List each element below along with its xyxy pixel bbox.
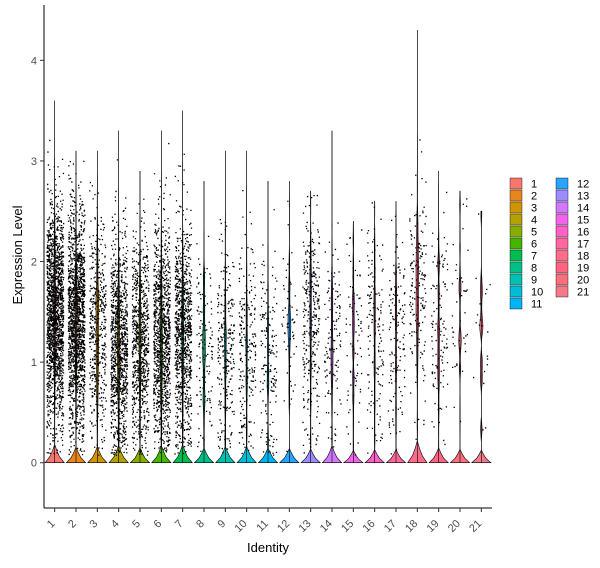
- x-tick-label: 11: [254, 518, 271, 535]
- x-tick-label: 21: [467, 518, 484, 535]
- x-tick-label: 3: [88, 518, 101, 531]
- jitter-points-14: [324, 222, 342, 448]
- x-tick-label: 14: [318, 518, 335, 535]
- legend-label-5: 5: [531, 227, 537, 239]
- legend-key-6: [509, 237, 523, 250]
- legend-label-7: 7: [531, 251, 537, 263]
- x-tick-label: 10: [233, 518, 250, 535]
- x-tick-label: 16: [361, 518, 378, 535]
- legend-key-17: [555, 237, 569, 250]
- jitter-points-5: [131, 198, 150, 456]
- violins: [44, 30, 492, 464]
- x-tick-label: 4: [109, 518, 122, 531]
- legend-label-20: 20: [577, 275, 589, 287]
- legend-key-15: [555, 213, 569, 226]
- legend-label-21: 21: [577, 287, 589, 299]
- x-axis-title: Identity: [247, 540, 289, 555]
- legend-key-7: [509, 249, 523, 262]
- legend-key-19: [555, 261, 569, 274]
- jitter-points-7: [174, 153, 193, 455]
- legend-key-10: [509, 285, 523, 298]
- x-tick-label: 1: [45, 518, 58, 531]
- y-tick-label: 0: [31, 458, 37, 470]
- legend-label-15: 15: [577, 215, 589, 227]
- x-tick-label: 2: [66, 518, 79, 531]
- x-tick-label: 17: [382, 518, 399, 535]
- legend-label-11: 11: [531, 299, 542, 311]
- jitter-points-3: [89, 181, 107, 456]
- legend-label-17: 17: [577, 239, 589, 251]
- legend-label-8: 8: [531, 263, 537, 275]
- legend-key-12: [555, 177, 569, 190]
- y-tick-label: 1: [31, 357, 37, 369]
- legend-key-20: [555, 273, 569, 286]
- x-tick-label: 18: [403, 518, 420, 535]
- legend-key-4: [509, 213, 523, 226]
- x-tick-label: 15: [339, 518, 356, 535]
- legend-label-1: 1: [531, 179, 537, 191]
- y-axis: 0 1 2 3 4: [31, 5, 45, 508]
- x-tick-label: 19: [425, 518, 442, 535]
- plot-area: [44, 30, 492, 464]
- legend-label-6: 6: [531, 239, 537, 251]
- legend-key-11: [509, 297, 523, 310]
- x-tick-label: 20: [446, 518, 463, 535]
- legend-label-12: 12: [577, 179, 589, 191]
- legend-label-2: 2: [531, 191, 537, 203]
- y-tick-label: 2: [31, 257, 37, 269]
- legend-label-18: 18: [577, 251, 589, 263]
- legend-key-8: [509, 261, 523, 274]
- x-tick-label: 13: [297, 518, 314, 535]
- legend-key-18: [555, 249, 569, 262]
- legend-key-2: [509, 189, 523, 202]
- legend-label-13: 13: [577, 191, 589, 203]
- jitter-points-4: [110, 159, 129, 456]
- jitter-points-1: [46, 139, 65, 455]
- legend-label-19: 19: [577, 263, 589, 275]
- x-tick-label: 12: [275, 518, 292, 535]
- legend-key-21: [555, 285, 569, 298]
- x-tick-label: 9: [216, 518, 229, 531]
- jitter-points-9: [217, 219, 235, 454]
- legend-label-10: 10: [531, 287, 543, 299]
- jitter-points-8: [196, 235, 214, 452]
- x-tick-label: 8: [194, 518, 207, 531]
- x-tick-label: 6: [152, 518, 165, 531]
- legend-label-9: 9: [531, 275, 537, 287]
- y-axis-title: Expression Level: [10, 205, 25, 304]
- x-axis: 1 2 3 4 5 6 7 8 9 10 11 12 13 14 15 16 17 18 19 20 21: [44, 507, 492, 535]
- legend-key-13: [555, 189, 569, 202]
- legend-key-1: [509, 177, 523, 190]
- legend-label-14: 14: [577, 203, 589, 215]
- legend-label-3: 3: [531, 203, 537, 215]
- jitter-points-10: [238, 190, 257, 455]
- jitter-points-13: [302, 194, 321, 454]
- jitter-points-2: [67, 160, 86, 456]
- legend-key-5: [509, 225, 523, 238]
- x-tick-label: 7: [173, 518, 186, 531]
- x-tick-label: 5: [130, 518, 143, 531]
- legend-key-3: [509, 201, 523, 214]
- jitter-points: [46, 139, 491, 456]
- legend-key-16: [555, 225, 569, 238]
- legend-label-16: 16: [577, 227, 589, 239]
- legend-key-9: [509, 273, 523, 286]
- legend-key-14: [555, 201, 569, 214]
- y-tick-label: 4: [31, 55, 37, 67]
- jitter-points-6: [153, 142, 171, 454]
- y-tick-label: 3: [31, 156, 37, 168]
- legend-label-4: 4: [531, 215, 537, 227]
